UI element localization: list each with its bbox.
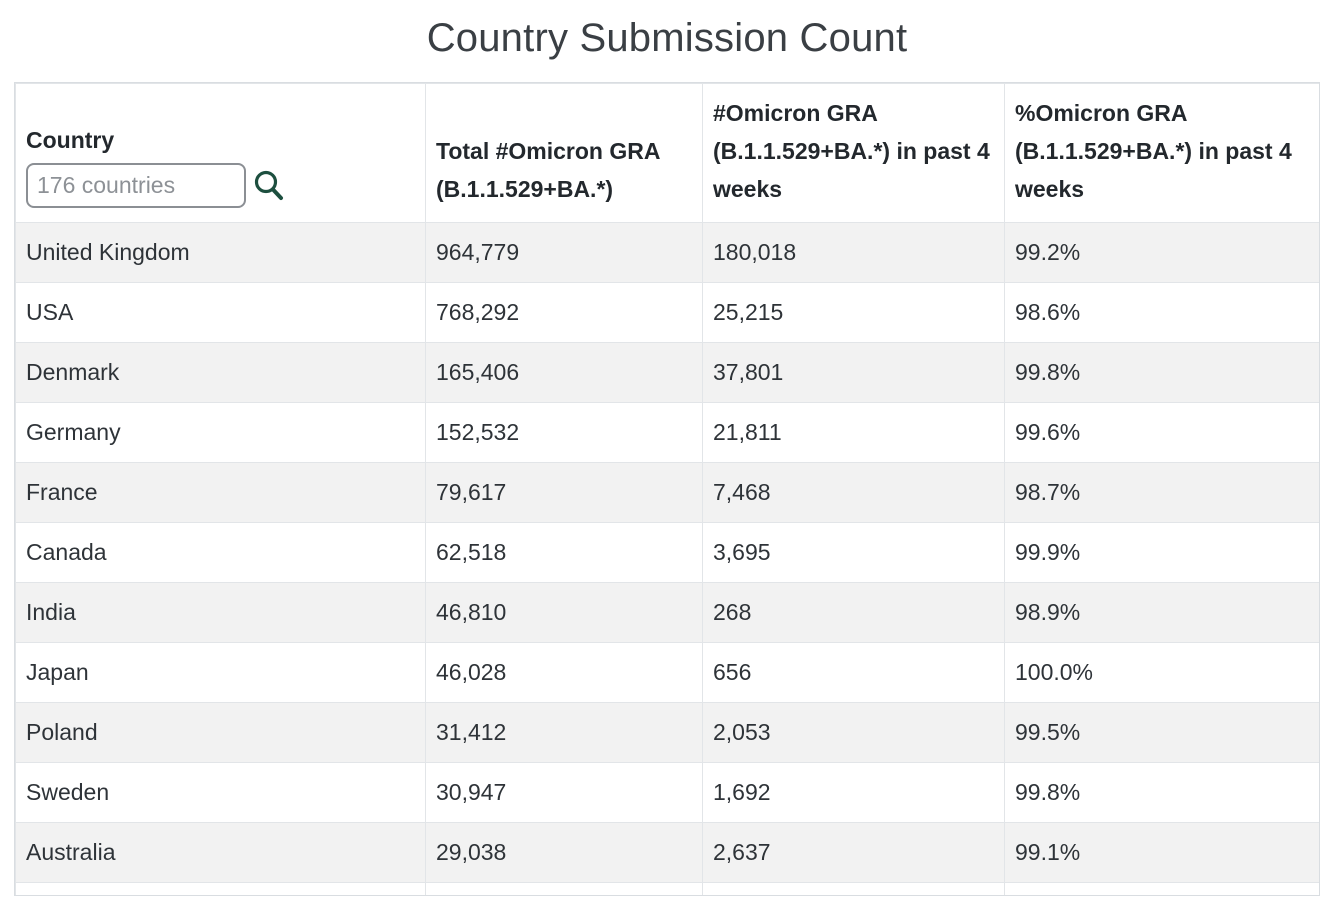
cell-country: United Kingdom [15,222,426,283]
cell-recent: 656 [702,642,1005,703]
cell-country: Sweden [15,762,426,823]
cell-recent: 2,053 [702,702,1005,763]
table-row: Australia 29,038 2,637 99.1% [15,822,1319,883]
cell-total: 768,292 [425,282,703,343]
cell-recent: 268 [702,582,1005,643]
cell-percent: 99.5% [1004,702,1319,763]
table-row: Japan 46,028 656 100.0% [15,642,1319,703]
cell-country: Japan [15,642,426,703]
cell-country: Canada [15,522,426,583]
cell-percent: 98.9% [1004,582,1319,643]
cell-percent [1004,882,1319,895]
cell-country: Poland [15,702,426,763]
cell-percent: 98.7% [1004,462,1319,523]
cell-total [425,882,703,895]
magnifier-icon[interactable] [252,168,286,204]
cell-country: India [15,582,426,643]
cell-country: Australia [15,822,426,883]
table-row: Germany 152,532 21,811 99.6% [15,402,1319,463]
cell-recent: 1,692 [702,762,1005,823]
cell-country: USA [15,282,426,343]
cell-total: 31,412 [425,702,703,763]
country-search [26,163,413,208]
column-header-country: Country [15,83,426,223]
table-container: Country Total #Omicron GRA (B.1.1.529+BA… [14,82,1320,896]
page-title: Country Submission Count [426,16,908,60]
cell-total: 152,532 [425,402,703,463]
cell-percent: 100.0% [1004,642,1319,703]
cell-total: 46,028 [425,642,703,703]
column-header-total: Total #Omicron GRA (B.1.1.529+BA.*) [425,83,703,223]
country-search-input[interactable] [26,163,246,208]
cell-total: 46,810 [425,582,703,643]
cell-recent: 7,468 [702,462,1005,523]
table-row: Canada 62,518 3,695 99.9% [15,522,1319,583]
cell-country [15,882,426,895]
cell-country: France [15,462,426,523]
cell-total: 165,406 [425,342,703,403]
cell-percent: 99.8% [1004,762,1319,823]
cell-percent: 99.8% [1004,342,1319,403]
cell-recent: 3,695 [702,522,1005,583]
cell-country: Denmark [15,342,426,403]
cell-total: 29,038 [425,822,703,883]
cell-recent: 180,018 [702,222,1005,283]
country-column-label: Country [26,127,115,153]
table-row: France 79,617 7,468 98.7% [15,462,1319,523]
cell-recent: 37,801 [702,342,1005,403]
column-header-percent: %Omicron GRA (B.1.1.529+BA.*) in past 4 … [1004,83,1319,223]
cell-country: Germany [15,402,426,463]
cell-percent: 98.6% [1004,282,1319,343]
cell-recent [702,882,1005,895]
table-row: India 46,810 268 98.9% [15,582,1319,643]
table-header: Country Total #Omicron GRA (B.1.1.529+BA… [15,83,1319,223]
table-row: Denmark 165,406 37,801 99.8% [15,342,1319,403]
cell-percent: 99.6% [1004,402,1319,463]
cell-recent: 25,215 [702,282,1005,343]
table-row: Sweden 30,947 1,692 99.8% [15,762,1319,823]
cell-percent: 99.1% [1004,822,1319,883]
cell-total: 79,617 [425,462,703,523]
column-header-recent: #Omicron GRA (B.1.1.529+BA.*) in past 4 … [702,83,1005,223]
country-submission-table: Country Total #Omicron GRA (B.1.1.529+BA… [15,83,1319,895]
table-row: United Kingdom 964,779 180,018 99.2% [15,222,1319,283]
cell-recent: 2,637 [702,822,1005,883]
cell-total: 30,947 [425,762,703,823]
cell-percent: 99.2% [1004,222,1319,283]
cell-percent: 99.9% [1004,522,1319,583]
table-row-clipped [15,882,1319,895]
cell-total: 964,779 [425,222,703,283]
table-row: Poland 31,412 2,053 99.5% [15,702,1319,763]
table-body: United Kingdom 964,779 180,018 99.2% USA… [15,222,1319,895]
cell-recent: 21,811 [702,402,1005,463]
table-row: USA 768,292 25,215 98.6% [15,282,1319,343]
cell-total: 62,518 [425,522,703,583]
